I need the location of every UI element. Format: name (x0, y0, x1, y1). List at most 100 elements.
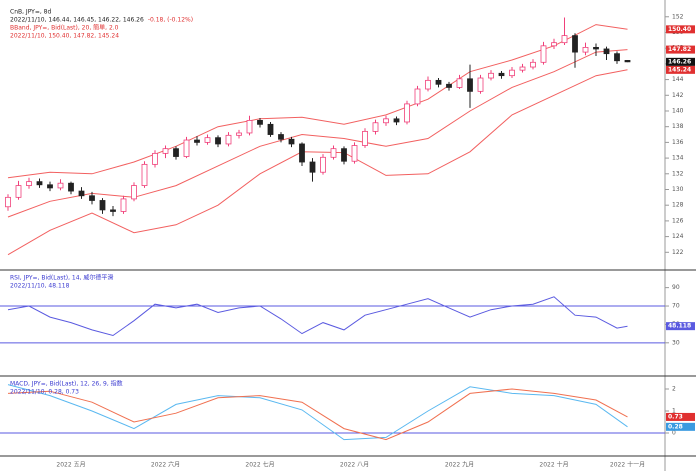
band-last-label-bg (666, 45, 695, 54)
candle-body (446, 83, 452, 88)
y-tick-label: 140 (672, 107, 684, 114)
indicator-legend-name: RSI, JPY=, Bid(Last), 14, 威尔德平滑 (10, 274, 113, 282)
candle-body (267, 123, 274, 135)
y-tick-label: 2 (672, 386, 676, 393)
candle-body (488, 72, 494, 79)
indicator-line (7, 388, 628, 441)
candle-body (299, 143, 305, 163)
candle-body (57, 182, 64, 189)
x-axis-label: 2022 七月 (245, 461, 274, 469)
candle-body (603, 48, 610, 55)
band-legend-name: BBand, JPY=, Bid(Last), 20, 簡単, 2.0 (10, 24, 119, 32)
candle-body (425, 79, 431, 90)
y-tick-label: 70 (672, 303, 680, 310)
y-tick-label: 130 (672, 186, 684, 193)
candle-body (278, 134, 284, 140)
x-axis-label: 2022 六月 (151, 461, 180, 469)
candle-body (183, 139, 190, 157)
candle-body (36, 181, 43, 186)
y-tick-label: 138 (672, 123, 684, 130)
candle-body (404, 103, 410, 123)
candle-body (78, 190, 85, 197)
legend-name: CnB, JPY=, 8d (10, 9, 52, 16)
y-tick-label: 122 (672, 249, 684, 256)
candle-body (309, 161, 316, 173)
indicator-last-label: 0.73 (668, 413, 683, 420)
candle-body (362, 130, 368, 146)
indicator-last-label: 0.28 (668, 423, 683, 430)
candle-body (246, 120, 253, 134)
x-axis-label: 2022 五月 (56, 462, 85, 469)
candle-body (467, 78, 473, 92)
candle-body (456, 78, 463, 88)
candle-body (236, 132, 242, 136)
candle-body (110, 209, 116, 212)
band-last-label: 145.24 (668, 66, 691, 73)
y-tick-label: 142 (672, 92, 684, 99)
legend-change: -0.18, (-0.12%) (148, 17, 193, 24)
indicator-last-label-bg (666, 412, 695, 421)
y-tick-label: 30 (672, 339, 680, 346)
candle-body (173, 148, 179, 157)
band-last-label-bg (666, 25, 695, 34)
candle-body (89, 195, 95, 201)
y-tick-label: 90 (672, 284, 680, 291)
band-last-label: 150.40 (668, 26, 691, 33)
band-line (7, 24, 628, 179)
band-legend-info: 2022/11/10, 150.40, 147.82, 145.24 (10, 33, 119, 40)
last-price-label: 146.26 (668, 58, 691, 65)
y-tick-label: 134 (672, 155, 684, 162)
indicator-last-label: 48.118 (668, 323, 691, 330)
candle-body (47, 184, 53, 189)
candle-body (624, 60, 631, 63)
candle-body (162, 148, 169, 154)
candle-body (351, 145, 358, 162)
candle-body (225, 134, 232, 145)
candle-body (435, 79, 442, 85)
x-axis-label: 2022 十一月 (610, 461, 645, 469)
candle-body (215, 137, 221, 145)
indicator-legend-info: 2022/11/10, 48.118 (10, 283, 70, 290)
candle-body (141, 163, 148, 186)
candle-body (614, 53, 620, 62)
indicator-legend-info: 2022/11/10, 0.28, 0.73 (10, 389, 79, 396)
y-tick-label: 126 (672, 217, 684, 224)
candle-body (330, 148, 337, 158)
candle-body (530, 61, 536, 68)
candle-body (509, 69, 515, 77)
candle-body (5, 196, 11, 208)
y-tick-label: 128 (672, 202, 684, 209)
indicator-last-label-bg (666, 422, 695, 431)
candle-body (257, 120, 263, 125)
candle-body (572, 35, 578, 53)
y-tick-label: 0 (672, 430, 676, 437)
candle-body (131, 185, 137, 200)
y-tick-label: 152 (672, 13, 684, 20)
candle-body (414, 88, 421, 105)
indicator-last-label-bg (666, 322, 695, 331)
candle-body (582, 46, 589, 53)
candle-body (99, 200, 106, 211)
candle-body (26, 181, 32, 186)
candle-body (320, 156, 326, 173)
band-last-label: 147.82 (668, 46, 691, 53)
indicator-line (7, 384, 628, 441)
candle-body (383, 118, 389, 124)
candle-body (561, 35, 568, 44)
candle-body (194, 139, 200, 143)
x-axis-label: 2022 八月 (340, 462, 369, 469)
candle-body (593, 46, 599, 50)
candle-body (15, 185, 22, 198)
indicator-legend-name: MACD, JPY=, Bid(Last), 12, 26, 9, 指数 (10, 380, 123, 388)
y-tick-label: 144 (672, 76, 684, 83)
y-tick-label: 124 (672, 233, 684, 240)
band-last-label-bg (666, 65, 695, 74)
candle-body (288, 138, 295, 145)
candle-body (68, 182, 74, 192)
candle-body (152, 152, 158, 165)
candle-body (120, 198, 127, 212)
candle-body (477, 77, 484, 92)
candle-body (540, 45, 547, 63)
